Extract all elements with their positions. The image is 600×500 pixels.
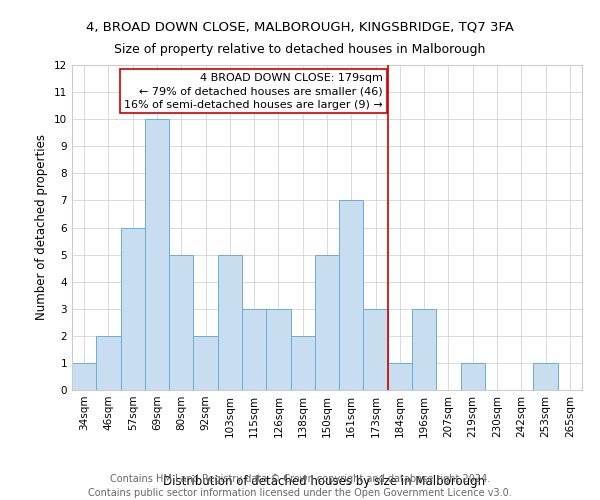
Text: 4 BROAD DOWN CLOSE: 179sqm
← 79% of detached houses are smaller (46)
16% of semi: 4 BROAD DOWN CLOSE: 179sqm ← 79% of deta… xyxy=(124,73,383,110)
Bar xyxy=(412,308,436,390)
Bar xyxy=(461,363,485,390)
Bar xyxy=(193,336,218,390)
Bar xyxy=(96,336,121,390)
Bar xyxy=(72,363,96,390)
Text: Contains HM Land Registry data © Crown copyright and database right 2024.
Contai: Contains HM Land Registry data © Crown c… xyxy=(88,474,512,498)
Bar xyxy=(242,308,266,390)
Bar xyxy=(290,336,315,390)
Bar xyxy=(315,254,339,390)
Bar xyxy=(533,363,558,390)
Text: Distribution of detached houses by size in Malborough: Distribution of detached houses by size … xyxy=(163,474,485,488)
Bar xyxy=(121,228,145,390)
Text: 4, BROAD DOWN CLOSE, MALBOROUGH, KINGSBRIDGE, TQ7 3FA: 4, BROAD DOWN CLOSE, MALBOROUGH, KINGSBR… xyxy=(86,20,514,33)
Bar xyxy=(145,119,169,390)
Y-axis label: Number of detached properties: Number of detached properties xyxy=(35,134,49,320)
Bar xyxy=(169,254,193,390)
Bar xyxy=(266,308,290,390)
Text: Size of property relative to detached houses in Malborough: Size of property relative to detached ho… xyxy=(115,42,485,56)
Bar xyxy=(364,308,388,390)
Bar xyxy=(339,200,364,390)
Bar xyxy=(388,363,412,390)
Bar xyxy=(218,254,242,390)
